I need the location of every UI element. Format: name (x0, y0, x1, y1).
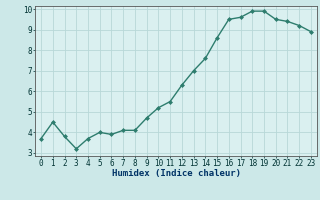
X-axis label: Humidex (Indice chaleur): Humidex (Indice chaleur) (111, 169, 241, 178)
